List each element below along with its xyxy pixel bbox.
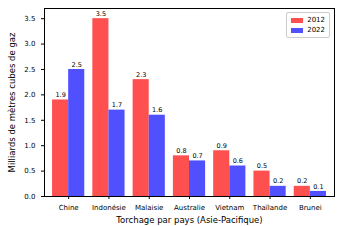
svg-text:0.5: 0.5: [257, 162, 267, 170]
svg-text:Indonésie: Indonésie: [92, 204, 126, 212]
svg-text:0.5: 0.5: [24, 167, 35, 175]
svg-text:0.2: 0.2: [273, 177, 283, 185]
svg-text:2.5: 2.5: [24, 66, 35, 74]
svg-text:Brunei: Brunei: [299, 204, 322, 212]
svg-text:0.2: 0.2: [297, 177, 307, 185]
svg-text:Milliards de mètres cubes de g: Milliards de mètres cubes de gaz: [7, 32, 17, 172]
svg-text:1.0: 1.0: [24, 142, 35, 150]
svg-text:2.3: 2.3: [136, 71, 146, 79]
svg-text:3.5: 3.5: [24, 15, 35, 23]
svg-text:3.0: 3.0: [24, 40, 35, 48]
svg-text:1.5: 1.5: [24, 117, 35, 125]
svg-text:0.9: 0.9: [217, 142, 227, 150]
svg-text:Vietnam: Vietnam: [215, 204, 244, 212]
html-text:2012: 2012: [307, 16, 325, 24]
svg-text:Thaïlande: Thaïlande: [252, 204, 287, 212]
svg-text:Torchage par pays (Asie-Pacifi: Torchage par pays (Asie-Pacifique): [115, 215, 262, 225]
svg-text:0.1: 0.1: [313, 182, 323, 190]
svg-text:2.5: 2.5: [72, 61, 82, 69]
svg-text:0.0: 0.0: [24, 193, 35, 201]
svg-text:2.0: 2.0: [24, 91, 35, 99]
svg-text:0.8: 0.8: [176, 147, 186, 155]
svg-text:1.9: 1.9: [55, 91, 65, 99]
svg-text:Australie: Australie: [174, 204, 205, 212]
html-text:2022: 2022: [307, 26, 325, 34]
svg-text:0.7: 0.7: [192, 152, 202, 160]
svg-text:3.5: 3.5: [96, 10, 106, 18]
svg-text:1.6: 1.6: [152, 106, 162, 114]
svg-text:0.6: 0.6: [233, 157, 243, 165]
svg-text:Malaisie: Malaisie: [135, 204, 163, 212]
svg-text:1.7: 1.7: [112, 101, 122, 109]
svg-text:Chine: Chine: [59, 204, 79, 212]
